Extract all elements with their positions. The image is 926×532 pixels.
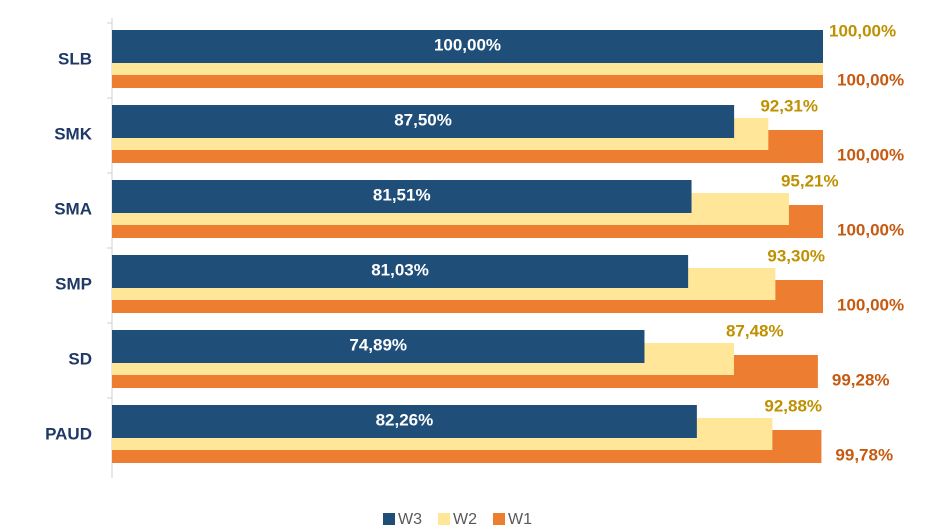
bar <box>112 180 692 213</box>
bar <box>112 105 735 138</box>
value-label: 92,88% <box>764 396 822 415</box>
value-label: 95,21% <box>781 171 839 190</box>
bar <box>112 330 645 363</box>
value-label: 82,26% <box>376 410 434 429</box>
value-label: 74,89% <box>349 335 407 354</box>
value-label: 81,03% <box>371 260 429 279</box>
legend-label: W2 <box>453 511 477 528</box>
value-label: 81,51% <box>373 185 431 204</box>
bar <box>112 405 697 438</box>
category-label: PAUD <box>45 424 92 443</box>
value-label: 100,00% <box>829 21 896 40</box>
bar <box>112 30 823 63</box>
value-label: 100,00% <box>837 295 904 314</box>
legend-label: W1 <box>508 511 532 528</box>
category-label: SMP <box>55 274 92 293</box>
value-label: 100,00% <box>837 70 904 89</box>
category-label: SD <box>68 349 92 368</box>
legend-label: W3 <box>398 511 422 528</box>
value-label: 87,50% <box>394 110 452 129</box>
value-label: 92,31% <box>760 96 818 115</box>
legend-swatch <box>438 513 450 525</box>
value-label: 99,78% <box>835 445 893 464</box>
legend-swatch <box>383 513 395 525</box>
legend-swatch <box>493 513 505 525</box>
category-label: SMA <box>54 199 92 218</box>
bar <box>112 255 689 288</box>
category-label: SLB <box>58 49 92 68</box>
value-label: 100,00% <box>434 35 501 54</box>
category-label: SMK <box>54 124 93 143</box>
value-label: 100,00% <box>837 145 904 164</box>
value-label: 87,48% <box>726 321 784 340</box>
value-label: 99,28% <box>832 370 890 389</box>
value-label: 93,30% <box>767 246 825 265</box>
value-label: 100,00% <box>837 220 904 239</box>
